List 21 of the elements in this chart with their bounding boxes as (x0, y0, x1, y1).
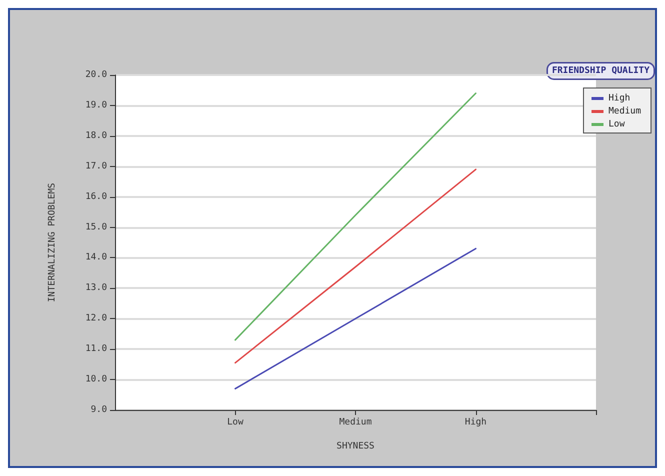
x-tick-label: High (464, 418, 487, 428)
y-tick-label: 19.0 (85, 100, 107, 110)
y-tick-label: 18.0 (85, 130, 107, 141)
y-tick-label: 16.0 (85, 192, 107, 202)
y-axis-title: INTERNALIZING PROBLEMS (48, 182, 58, 302)
y-tick-label: 15.0 (85, 222, 107, 232)
x-axis-title: SHYNESS (336, 442, 374, 452)
y-tick-label: 13.0 (85, 283, 107, 294)
legend-label: Low (608, 120, 626, 130)
x-tick-label: Low (227, 418, 244, 428)
y-tick-label: 9.0 (90, 405, 107, 415)
legend-label: High (608, 94, 630, 104)
y-tick-label: 11.0 (85, 344, 107, 354)
legend-title: FRIENDSHIP QUALITY (552, 66, 650, 76)
y-tick-label: 12.0 (85, 314, 107, 324)
y-tick-label: 14.0 (85, 252, 107, 263)
y-tick-label: 17.0 (85, 161, 107, 172)
y-tick-label: 10.0 (85, 374, 107, 385)
x-tick-label: Medium (339, 418, 372, 428)
legend-label: Medium (608, 106, 642, 116)
y-tick-label: 20.0 (85, 70, 107, 80)
